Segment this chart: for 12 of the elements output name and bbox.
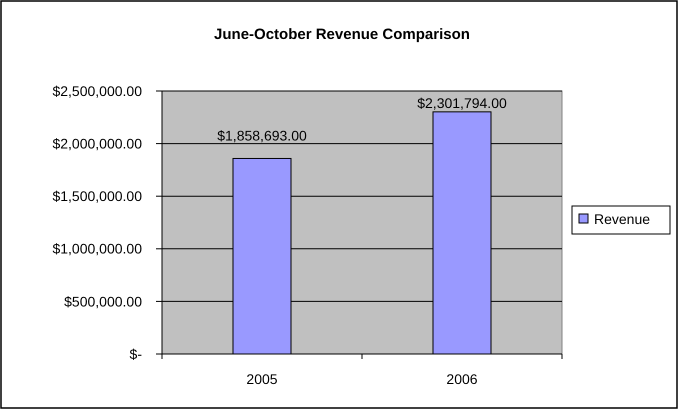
y-tick-label: $-: [130, 346, 142, 362]
legend-label: Revenue: [594, 210, 650, 227]
data-label: $1,858,693.00: [217, 128, 307, 144]
x-tick-label: 2005: [246, 371, 278, 387]
data-label: $2,301,794.00: [417, 94, 507, 111]
y-tick-label: $1,000,000.00: [52, 240, 142, 257]
y-tick-label: $2,500,000.00: [52, 82, 142, 99]
y-tick-label: $2,000,000.00: [52, 136, 142, 152]
y-tick-label: $500,000.00: [64, 293, 142, 310]
y-tick-label: $1,500,000.00: [52, 188, 142, 204]
x-tick-label: 2006: [446, 371, 478, 387]
chart-title: June-October Revenue Comparison: [214, 26, 470, 43]
